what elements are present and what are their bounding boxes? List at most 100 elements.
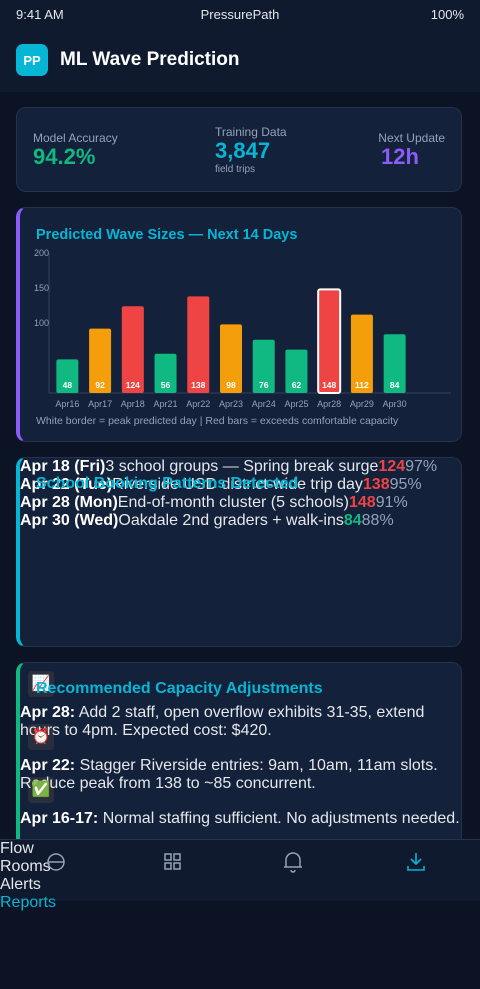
stats-card: Model Accuracy 94.2% Training Data 3,847… <box>16 107 462 192</box>
row-desc: End-of-month cluster (5 schools) <box>117 494 349 511</box>
nav-item[interactable]: Alerts <box>0 876 41 893</box>
header-title: ML Wave Prediction <box>60 49 240 70</box>
stat-sub: field trips <box>215 164 256 175</box>
stat-value: 94.2% <box>33 144 96 169</box>
chart-title: Predicted Wave Sizes — Next 14 Days <box>36 227 297 243</box>
bar <box>154 353 177 393</box>
stat-label: Model Accuracy <box>33 131 118 145</box>
recommend-icon: 📈 <box>28 671 54 697</box>
stat-value: 12h <box>381 144 419 169</box>
bar <box>383 334 406 393</box>
row-date: Apr 30 (Wed) <box>20 512 119 529</box>
value-label: 48 <box>63 380 73 390</box>
recommend-icon: ⏰ <box>28 724 54 750</box>
x-tick-label: Apr23 <box>219 399 243 409</box>
nav-item[interactable]: Flow <box>0 840 34 857</box>
stat-label: Next Update <box>378 131 445 145</box>
recommend-item: ✅ Apr 16-17: Normal staffing sufficient. … <box>20 777 461 827</box>
recommend-date: Apr 22: <box>20 757 76 774</box>
bar <box>285 349 308 393</box>
x-tick-label: Apr30 <box>383 399 407 409</box>
nav-item[interactable]: Reports <box>0 894 57 911</box>
alerts-icon <box>284 852 302 873</box>
x-tick-label: Apr28 <box>317 399 341 409</box>
pattern-row: Apr 18 (Fri)3 school groups — Spring bre… <box>20 458 461 476</box>
row-date: Apr 28 (Mon) <box>20 494 118 511</box>
rooms-icon <box>164 853 172 861</box>
y-tick-label: 150 <box>34 283 49 293</box>
x-tick-label: Apr29 <box>350 399 374 409</box>
x-tick-label: Apr25 <box>284 399 308 409</box>
nav-bar: Flow Rooms Alerts Reports <box>0 839 480 911</box>
chart: Predicted Wave Sizes — Next 14 Days Whit… <box>34 227 451 427</box>
x-tick-label: Apr24 <box>252 399 276 409</box>
reports-icon <box>407 853 425 871</box>
row-count: 138 <box>362 476 390 493</box>
value-label: 76 <box>259 380 269 390</box>
pattern-row: Apr 22 (Tue)Riverside USD district-wide … <box>20 476 461 494</box>
value-label: 124 <box>126 380 140 390</box>
row-date: Apr 18 (Fri) <box>20 458 106 475</box>
x-tick-label: Apr18 <box>121 399 145 409</box>
card-title: Recommended Capacity Adjustments <box>36 680 323 697</box>
value-label: 98 <box>226 380 236 390</box>
top-area <box>0 0 480 92</box>
recommend-date: Apr 16-17: <box>20 810 99 827</box>
stat-label: Training Data <box>215 125 287 139</box>
row-desc: Oakdale 2nd graders + walk-ins <box>118 512 344 529</box>
bar <box>220 324 242 393</box>
value-label: 84 <box>390 380 400 390</box>
bar <box>350 314 373 393</box>
recommend-body: Normal staffing sufficient. No adjustmen… <box>98 810 460 827</box>
row-pct: 88% <box>361 512 394 529</box>
value-label: 112 <box>355 380 369 390</box>
bar <box>89 328 112 393</box>
row-desc: Riverside USD district-wide trip day <box>112 476 363 493</box>
y-tick-label: 200 <box>34 248 49 258</box>
status-time: 9:41 AM <box>16 7 64 22</box>
row-pct: 91% <box>375 494 408 511</box>
y-tick-label: 100 <box>34 318 49 328</box>
chart-card: Predicted Wave Sizes — Next 14 Days Whit… <box>16 207 462 442</box>
row-pct: 97% <box>405 458 438 475</box>
x-tick-label: Apr21 <box>154 399 178 409</box>
recommend-body: Stagger Riverside entries: 9am, 10am, 11… <box>20 757 438 792</box>
nav-item[interactable]: Rooms <box>0 858 51 875</box>
x-tick-label: Apr17 <box>88 399 112 409</box>
row-date: Apr 22 (Tue) <box>20 476 113 493</box>
value-label: 138 <box>191 380 205 390</box>
bar <box>121 306 144 393</box>
recommend-text: Apr 16-17: Normal staffing sufficient. N… <box>20 803 461 828</box>
row-desc: 3 school groups — Spring break surge <box>105 458 379 475</box>
pattern-row: Apr 30 (Wed)Oakdale 2nd graders + walk-i… <box>20 512 461 530</box>
value-label: 56 <box>161 380 171 390</box>
value-label: 62 <box>292 380 302 390</box>
patterns-card: School Booking Patterns Detected Apr 18 … <box>16 457 462 647</box>
nav-icons <box>47 852 425 873</box>
stat-value: 3,847 <box>215 138 271 163</box>
recommend-date: Apr 28: <box>20 704 76 721</box>
row-count: 148 <box>348 494 376 511</box>
recommend-text: Apr 22: Stagger Riverside entries: 9am, … <box>20 750 461 793</box>
logo: PP <box>16 44 48 76</box>
card-title: School Booking Patterns Detected <box>36 475 299 492</box>
row-count: 124 <box>378 458 406 475</box>
row-count: 84 <box>343 512 362 529</box>
bar <box>187 296 210 393</box>
recommend-icon: ✅ <box>28 777 54 803</box>
x-tick-label: Apr16 <box>55 399 79 409</box>
value-label: 92 <box>95 380 105 390</box>
recommend-body: Add 2 staff, open overflow exhibits 31-3… <box>20 704 425 739</box>
recommend-item: 📈 Apr 28: Add 2 staff, open overflow exhi… <box>20 671 461 739</box>
value-label: 148 <box>322 380 336 390</box>
bar <box>252 339 275 393</box>
recommend-card: Recommended Capacity Adjustments 📈 Apr 28… <box>16 662 462 862</box>
row-pct: 95% <box>389 476 422 493</box>
x-tick-label: Apr22 <box>186 399 210 409</box>
status-app: PressurePath <box>200 7 280 22</box>
recommend-item: ⏰ Apr 22: Stagger Riverside entries: 9am,… <box>20 724 461 792</box>
bar <box>56 359 79 393</box>
pattern-row: Apr 28 (Mon)End-of-month cluster (5 scho… <box>20 494 461 512</box>
status-battery: 100% <box>430 7 464 22</box>
